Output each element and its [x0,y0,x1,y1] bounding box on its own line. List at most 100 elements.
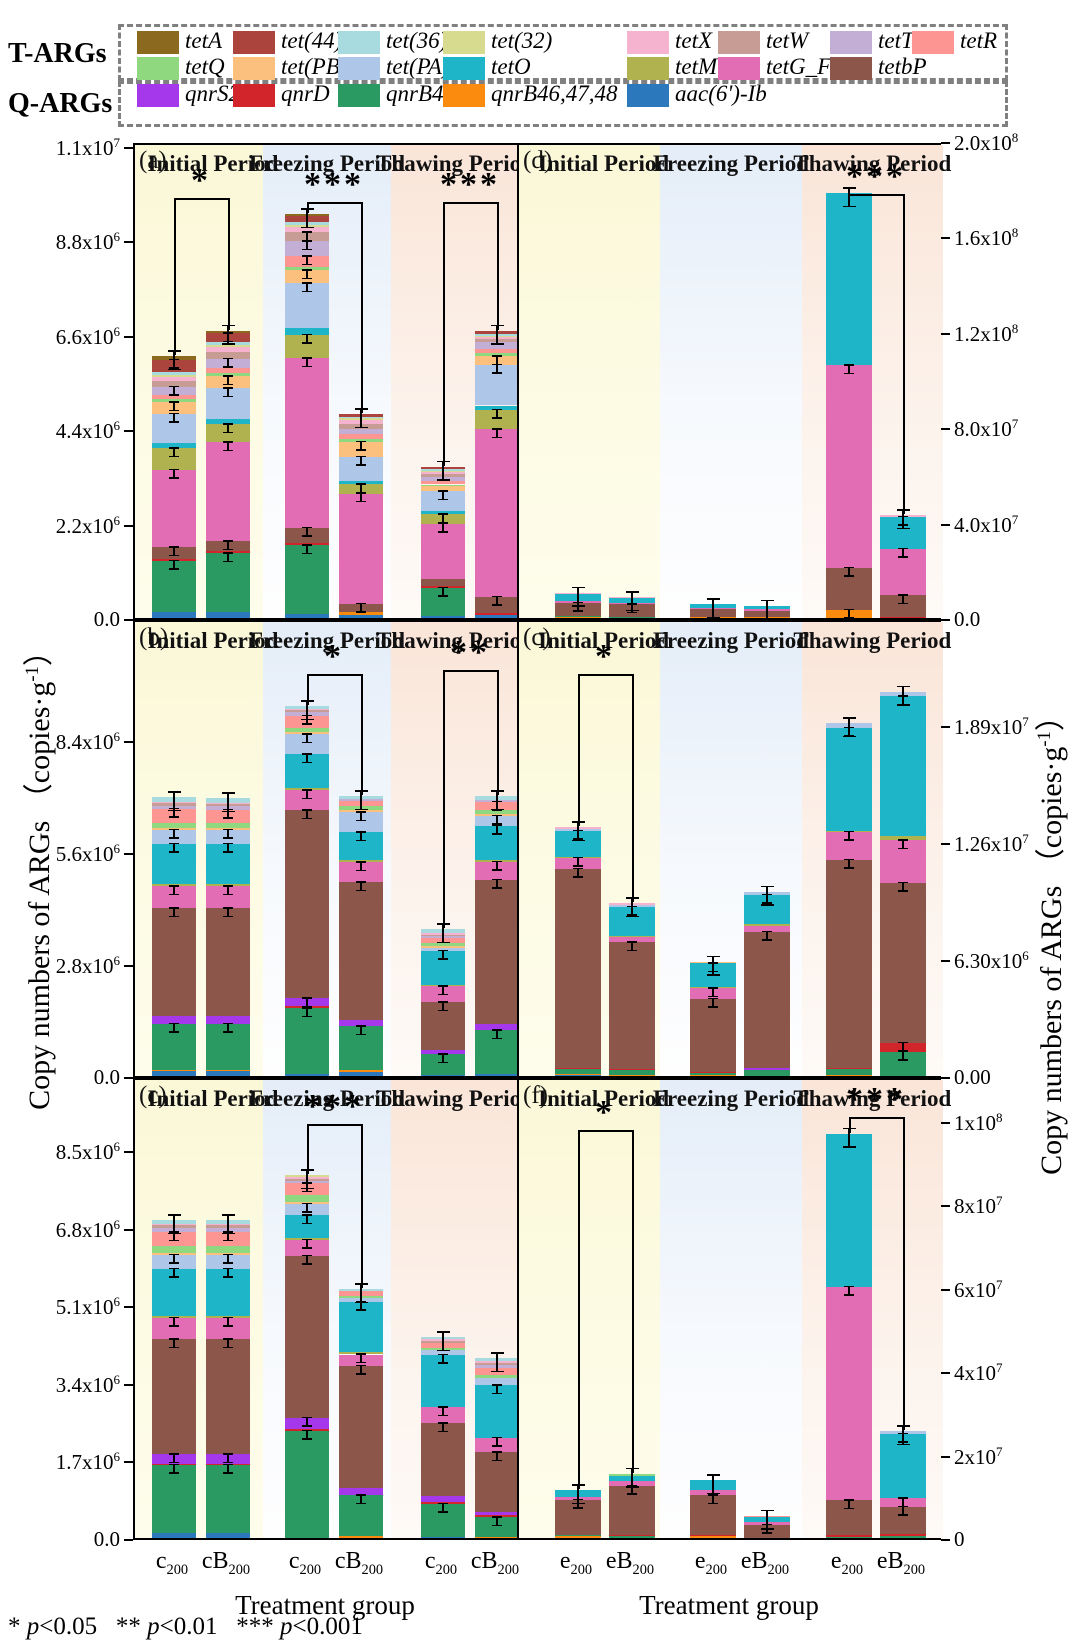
segment-aac(6')-Ib [555,1075,601,1076]
error-cap [896,685,910,688]
error-bar [306,270,308,279]
legend-label-tetQ: tetQ [185,54,225,79]
legend-swatch-qnrB46,47,48 [443,84,485,107]
error-cap [438,985,448,987]
x-tick-label: eB200 [740,1548,790,1578]
error-cap [492,1451,502,1453]
sig-bracket [849,1117,903,1119]
error-bar [306,256,308,265]
segment-tetQ [206,373,250,377]
axis-tick-label: 0.00 [954,1065,991,1089]
error-cap [625,609,639,612]
legend-swatch-qnrD [233,84,275,107]
segment-tetbP [826,859,872,1068]
sig-bracket [174,198,228,200]
error-bar [631,1485,633,1494]
error-cap [492,1524,502,1527]
error-cap [302,1202,312,1205]
error-cap [438,1406,448,1408]
segment-tetbP [609,942,655,1069]
error-bar [902,1506,904,1515]
error-cap [492,408,502,411]
error-cap [438,958,448,960]
error-cap [223,1453,233,1455]
error-cap [898,1497,908,1499]
segment-tetM [880,835,926,841]
sig-label: *** [304,1088,364,1125]
axis-tick-label: 6.6x106 [55,323,120,349]
error-cap [898,881,908,884]
error-cap [627,1493,637,1495]
error-cap [169,828,179,831]
axis-tick [124,1150,133,1153]
segment-qnrB4 [690,1072,736,1076]
segment-aac(6')-Ib [206,1533,250,1538]
error-cap [492,860,502,863]
error-cap [492,887,502,889]
error-bar [173,386,175,395]
error-cap [356,455,366,458]
legend-swatch-tetO [443,57,485,80]
error-cap [573,867,583,870]
error-cap [627,611,637,614]
error-bar [902,882,904,891]
error-cap [436,941,450,944]
error-cap [302,809,312,811]
segment-qnrB46,47,48 [555,1074,601,1076]
legend-swatch-tet(44) [233,31,275,54]
error-cap [223,1022,233,1025]
axis-tick [941,1288,950,1291]
period-header: Thawing Period [793,151,952,176]
error-bar [496,409,498,418]
x-tick-label: cB200 [201,1548,251,1578]
error-bar [227,908,229,917]
period-header: Initial Period [538,151,670,176]
segment-aac(6')-Ib [152,1071,196,1076]
segment-tetR [206,368,250,374]
axis-tick-label: 0 [954,1527,965,1551]
error-bar [848,859,850,868]
error-cap [356,1364,366,1367]
segment-qnrB4 [555,1535,601,1537]
error-bar [360,882,362,890]
legend-swatch-tetT [830,31,872,54]
segment-tetG_F [475,861,519,880]
period-band-freezing [660,145,802,618]
error-bar [442,1354,444,1363]
error-cap [625,591,639,593]
segment-tet(PB) [285,1201,329,1204]
error-bar [227,1268,229,1277]
error-cap [302,1263,312,1265]
error-bar [848,831,850,840]
error-bar [496,1385,498,1394]
error-cap [625,1486,639,1488]
axis-tick [941,332,950,335]
error-bar [227,1339,229,1348]
error-cap [492,824,502,827]
error-bar [766,600,768,619]
segment-tet(PA) [339,812,383,832]
segment-tetM [339,1352,383,1355]
segment-aac(6')-Ib [421,1537,465,1538]
period-header: Initial Period [538,628,670,653]
axis-tick [124,1306,133,1309]
segment-qnrB46,47,48 [826,1075,872,1076]
error-bar [173,351,175,370]
error-cap [436,1349,450,1352]
error-bar [227,424,229,433]
period-header: Thawing Period [376,151,534,176]
segment-tetT [339,428,383,434]
segment-qnrB4 [690,1535,736,1537]
error-cap [169,1276,179,1278]
legend-label-tet(36): tet(36) [386,28,448,53]
error-bar [496,879,498,888]
error-cap [571,605,585,607]
error-bar [360,1284,362,1303]
error-bar [173,1254,175,1263]
error-bar [173,1023,175,1032]
error-bar [306,790,308,799]
axis-tick-label: 0.0 [93,1065,120,1089]
error-bar [496,791,498,810]
error-cap [223,1262,233,1264]
